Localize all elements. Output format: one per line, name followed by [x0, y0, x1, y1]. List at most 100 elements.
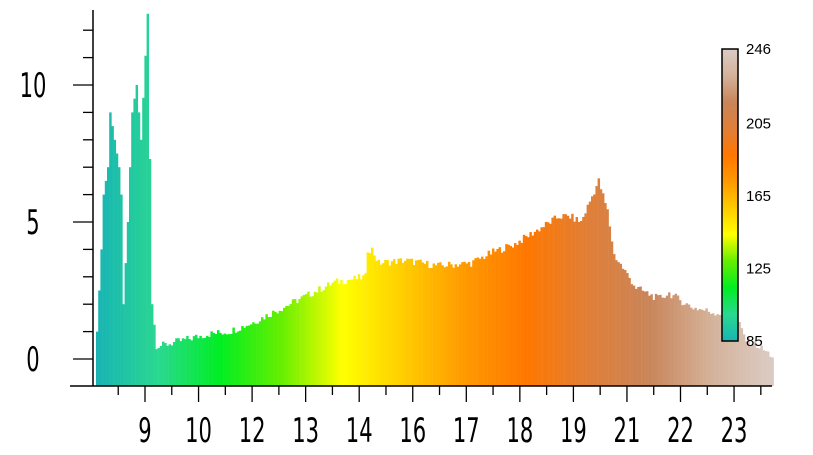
histogram-bar — [157, 347, 161, 386]
histogram-bar — [201, 338, 205, 386]
colorbar-label: 246 — [746, 41, 771, 58]
histogram-bar — [760, 345, 763, 386]
histogram-bar — [203, 337, 207, 386]
histogram-bar — [705, 308, 708, 386]
histogram-bar — [331, 282, 334, 386]
histogram-bar — [591, 196, 594, 386]
histogram-bar — [720, 314, 724, 386]
histogram-bar — [408, 259, 411, 386]
histogram-bar — [731, 315, 735, 386]
histogram-bar — [615, 260, 618, 386]
histogram-bar — [648, 295, 651, 386]
histogram-bar — [753, 341, 757, 386]
histogram-bar — [307, 291, 310, 386]
histogram-bar — [162, 341, 165, 386]
y-tick-label: 5 — [26, 203, 39, 243]
histogram-bar — [703, 310, 706, 386]
histogram-bar — [225, 334, 229, 386]
histogram-bar — [736, 319, 739, 386]
histogram-bar — [494, 251, 497, 386]
histogram-bar — [437, 262, 440, 386]
histogram-bar — [472, 260, 475, 386]
histogram-bar — [175, 338, 178, 386]
histogram-bar — [448, 261, 451, 386]
histogram-bar — [320, 291, 323, 386]
histogram-bar — [709, 313, 713, 386]
histogram-bar — [454, 264, 458, 386]
histogram-bar — [280, 311, 284, 386]
histogram-bar — [610, 241, 614, 386]
x-tick-label: 23 — [721, 411, 748, 451]
histogram-bar — [538, 231, 541, 386]
histogram-bar — [148, 158, 152, 386]
histogram-bar — [696, 310, 700, 386]
histogram-bar — [430, 267, 433, 386]
histogram-bar — [311, 296, 315, 386]
histogram-bar — [206, 335, 209, 386]
histogram-bar — [324, 286, 328, 386]
histogram-bar — [338, 283, 341, 386]
histogram-bar — [236, 331, 240, 386]
histogram-bar — [239, 330, 242, 386]
histogram-bar — [758, 348, 761, 386]
histogram-bar — [199, 335, 202, 386]
histogram-bar — [261, 317, 264, 386]
x-tick-label: 12 — [239, 411, 266, 451]
histogram-bar — [256, 323, 260, 386]
histogram-bar — [531, 235, 535, 386]
histogram-bar — [714, 315, 717, 386]
histogram-bar — [269, 317, 273, 386]
histogram-bar — [184, 339, 187, 386]
histogram-bar — [421, 262, 425, 386]
histogram-bar — [272, 310, 275, 386]
histogram-bar — [353, 275, 356, 386]
histogram-bar — [450, 264, 453, 386]
histogram-bar — [518, 240, 521, 386]
histogram-bar — [258, 321, 262, 386]
histogram-bar — [195, 334, 198, 386]
histogram-bar — [544, 221, 548, 386]
histogram-bar — [375, 260, 378, 386]
histogram-bar — [113, 139, 117, 386]
histogram-bar — [514, 243, 517, 386]
histogram-bar — [659, 294, 662, 386]
x-tick-label: 9 — [138, 411, 151, 451]
histogram-bar — [100, 249, 103, 386]
histogram-bar — [626, 273, 629, 386]
histogram-bar — [234, 332, 238, 386]
histogram-bar — [243, 327, 246, 386]
histogram-bar — [115, 153, 119, 386]
histogram-bar — [540, 227, 543, 386]
histogram-bar — [716, 314, 719, 386]
histogram-bar — [483, 258, 486, 386]
histogram-bar — [461, 262, 464, 386]
histogram-bar — [379, 264, 383, 386]
histogram-bar — [368, 253, 372, 386]
histogram-bar — [687, 304, 691, 386]
histogram-bar — [173, 341, 176, 386]
histogram-bar — [529, 232, 532, 386]
histogram-bar — [441, 265, 444, 386]
colorbar-label: 125 — [746, 260, 771, 277]
histogram-bar — [302, 294, 306, 386]
histogram-bar — [542, 227, 546, 386]
histogram-bar — [573, 221, 576, 386]
histogram-bar — [190, 340, 194, 386]
histogram-bar — [452, 267, 455, 386]
histogram-bar — [586, 204, 590, 386]
histogram-bar — [459, 264, 462, 386]
histogram-bar — [355, 279, 359, 386]
histogram-bar — [305, 294, 308, 386]
histogram-bar — [465, 263, 469, 386]
histogram-bar — [681, 305, 684, 386]
histogram-bar — [208, 337, 211, 386]
bars — [96, 13, 774, 387]
histogram-bar — [509, 245, 513, 386]
histogram-bar — [298, 299, 301, 386]
histogram-bar — [166, 345, 169, 386]
histogram-bar — [619, 263, 623, 386]
histogram-bar — [646, 291, 649, 386]
histogram-bar — [142, 97, 145, 386]
x-tick-label: 16 — [399, 411, 426, 451]
histogram-bar — [503, 251, 506, 386]
